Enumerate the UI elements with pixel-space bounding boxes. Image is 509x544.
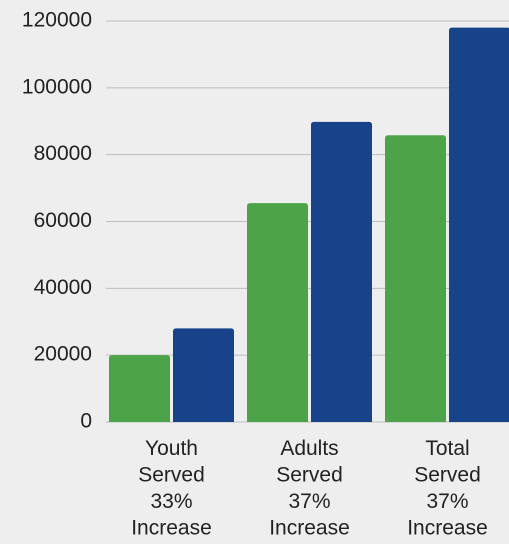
bar-series1-category1 — [109, 355, 170, 422]
y-tick-label-60000: 60000 — [34, 209, 92, 232]
category-label-1: Youth Served 33% Increase — [131, 437, 212, 540]
category-label-2: Adults Served 37% Increase — [269, 437, 350, 540]
bar-series1-category2 — [247, 203, 308, 422]
y-tick-label-120000: 120000 — [22, 9, 92, 32]
y-tick-label-80000: 80000 — [34, 142, 92, 165]
bar-series2-category2 — [311, 121, 372, 422]
category-label-3: Total Served 37% Increase — [407, 437, 488, 540]
category-label-line: Served — [276, 464, 343, 487]
category-label-line: 37% — [288, 490, 330, 513]
y-tick-label-0: 0 — [80, 410, 92, 433]
y-tick-label-100000: 100000 — [22, 75, 92, 98]
y-tick-label-40000: 40000 — [34, 276, 92, 299]
category-label-line: Increase — [131, 517, 212, 540]
category-label-line: Adults — [280, 437, 338, 460]
bar-series1-category3 — [385, 135, 446, 422]
y-axis-tick-labels: 0 20000 40000 60000 80000 100000 120000 — [22, 9, 92, 433]
category-label-line: 37% — [426, 490, 468, 513]
bar-series2-category3 — [449, 27, 509, 422]
category-label-line: Served — [414, 464, 481, 487]
category-label-line: Youth — [145, 437, 198, 460]
category-label-line: Increase — [407, 517, 488, 540]
bars — [109, 27, 509, 422]
category-label-line: Total — [425, 437, 469, 460]
bar-series2-category1 — [173, 328, 234, 422]
category-label-line: 33% — [150, 490, 192, 513]
category-label-line: Served — [138, 464, 205, 487]
y-tick-label-20000: 20000 — [34, 343, 92, 366]
category-label-line: Increase — [269, 517, 350, 540]
x-axis-category-labels: Youth Served 33% Increase Adults Served 37% Inc… — [131, 437, 488, 540]
